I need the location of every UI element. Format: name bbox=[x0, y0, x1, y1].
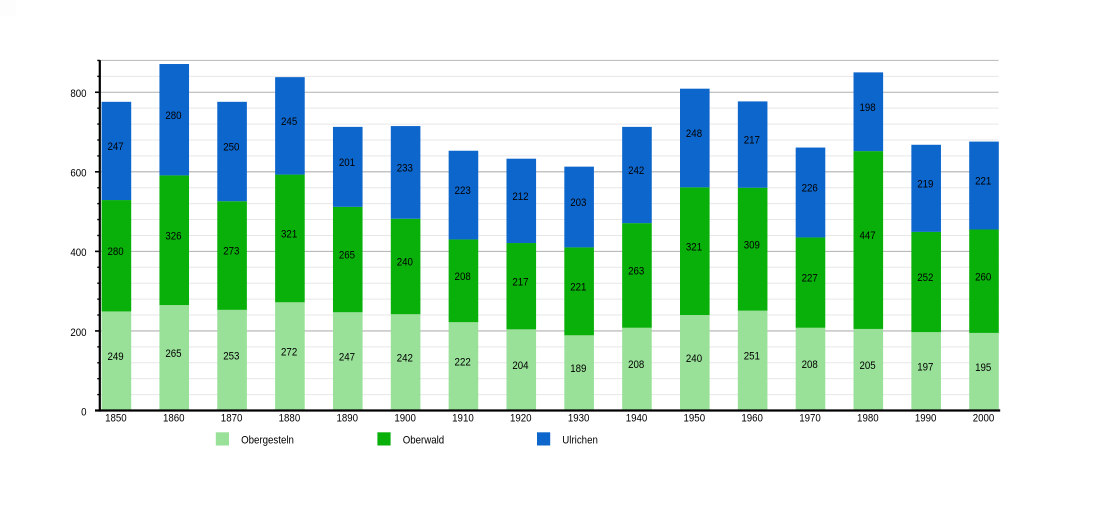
svg-text:400: 400 bbox=[70, 248, 86, 260]
svg-text:273: 273 bbox=[223, 246, 239, 258]
svg-text:260: 260 bbox=[975, 272, 991, 284]
svg-text:Ulrichen: Ulrichen bbox=[562, 435, 598, 447]
svg-text:1850: 1850 bbox=[105, 413, 127, 425]
svg-text:2000: 2000 bbox=[973, 413, 995, 425]
svg-text:247: 247 bbox=[108, 142, 124, 154]
svg-text:217: 217 bbox=[512, 277, 528, 289]
svg-text:1950: 1950 bbox=[684, 413, 706, 425]
svg-text:251: 251 bbox=[744, 351, 760, 363]
svg-text:245: 245 bbox=[281, 116, 297, 128]
svg-text:242: 242 bbox=[397, 353, 413, 365]
svg-text:233: 233 bbox=[397, 163, 413, 175]
svg-text:1990: 1990 bbox=[915, 413, 937, 425]
svg-text:221: 221 bbox=[975, 176, 991, 188]
svg-text:253: 253 bbox=[223, 351, 239, 363]
svg-text:447: 447 bbox=[859, 231, 875, 243]
svg-text:198: 198 bbox=[859, 102, 875, 114]
svg-text:249: 249 bbox=[108, 352, 124, 364]
svg-text:1960: 1960 bbox=[741, 413, 763, 425]
svg-text:1970: 1970 bbox=[799, 413, 821, 425]
svg-text:223: 223 bbox=[455, 186, 471, 198]
svg-text:272: 272 bbox=[281, 347, 297, 359]
svg-text:240: 240 bbox=[397, 257, 413, 269]
svg-text:222: 222 bbox=[455, 357, 471, 369]
svg-text:226: 226 bbox=[802, 183, 818, 195]
svg-text:0: 0 bbox=[81, 407, 87, 419]
svg-text:208: 208 bbox=[802, 360, 818, 372]
svg-text:1930: 1930 bbox=[568, 413, 590, 425]
svg-text:221: 221 bbox=[570, 282, 586, 294]
svg-text:Oberwald: Oberwald bbox=[403, 435, 445, 447]
svg-text:265: 265 bbox=[339, 250, 355, 262]
svg-text:280: 280 bbox=[108, 246, 124, 258]
svg-text:265: 265 bbox=[165, 348, 181, 360]
svg-text:219: 219 bbox=[917, 179, 933, 191]
svg-text:227: 227 bbox=[802, 273, 818, 285]
svg-text:1860: 1860 bbox=[163, 413, 185, 425]
svg-text:200: 200 bbox=[70, 327, 86, 339]
svg-text:252: 252 bbox=[917, 273, 933, 285]
svg-text:1910: 1910 bbox=[452, 413, 474, 425]
svg-text:263: 263 bbox=[628, 266, 644, 278]
svg-text:208: 208 bbox=[628, 360, 644, 372]
svg-text:309: 309 bbox=[744, 240, 760, 252]
svg-text:326: 326 bbox=[165, 231, 181, 243]
svg-text:205: 205 bbox=[859, 360, 875, 372]
svg-text:201: 201 bbox=[339, 157, 355, 169]
svg-text:600: 600 bbox=[70, 168, 86, 180]
svg-text:321: 321 bbox=[281, 229, 297, 241]
svg-text:203: 203 bbox=[570, 198, 586, 210]
svg-text:248: 248 bbox=[686, 129, 702, 141]
svg-text:Obergesteln: Obergesteln bbox=[241, 435, 294, 447]
svg-text:321: 321 bbox=[686, 242, 702, 254]
svg-text:242: 242 bbox=[628, 166, 644, 178]
svg-text:800: 800 bbox=[70, 89, 86, 101]
svg-text:1940: 1940 bbox=[626, 413, 648, 425]
svg-text:247: 247 bbox=[339, 352, 355, 364]
svg-text:212: 212 bbox=[512, 191, 528, 203]
svg-text:197: 197 bbox=[917, 362, 933, 374]
svg-text:1920: 1920 bbox=[510, 413, 532, 425]
svg-text:204: 204 bbox=[512, 361, 528, 373]
svg-text:189: 189 bbox=[570, 364, 586, 376]
svg-text:1980: 1980 bbox=[857, 413, 879, 425]
svg-text:280: 280 bbox=[165, 110, 181, 122]
svg-text:250: 250 bbox=[223, 142, 239, 154]
svg-text:1890: 1890 bbox=[336, 413, 358, 425]
svg-text:195: 195 bbox=[975, 362, 991, 374]
svg-text:217: 217 bbox=[744, 135, 760, 147]
svg-text:208: 208 bbox=[455, 271, 471, 283]
svg-text:240: 240 bbox=[686, 353, 702, 365]
svg-text:1880: 1880 bbox=[279, 413, 301, 425]
svg-text:1870: 1870 bbox=[221, 413, 243, 425]
svg-text:1900: 1900 bbox=[394, 413, 416, 425]
